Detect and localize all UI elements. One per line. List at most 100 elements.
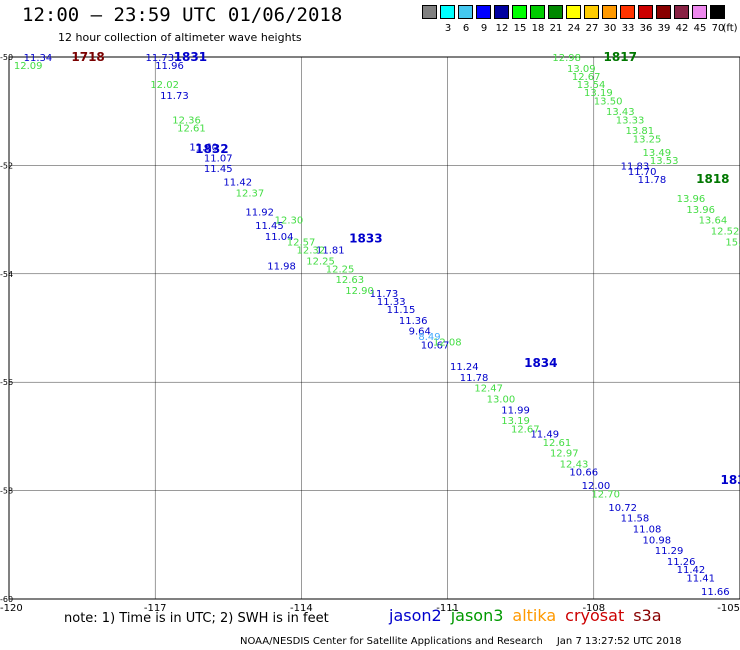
legend-swatch-label: 30 bbox=[603, 23, 617, 34]
legend-swatch bbox=[476, 5, 491, 19]
legend-swatch bbox=[494, 5, 509, 19]
x-tick-label: -114 bbox=[290, 603, 313, 614]
jason3-swh-label: 13.96 bbox=[677, 194, 706, 205]
x-tick-label: -105 bbox=[717, 603, 740, 614]
jason2-swh-label: 11.83 bbox=[621, 161, 650, 172]
legend-swatch-label: 12 bbox=[495, 23, 509, 34]
jason2-swh-label: 12.00 bbox=[582, 481, 611, 492]
legend-swatch-label: 15 bbox=[513, 23, 527, 34]
jason3-swh-label: 13.49 bbox=[643, 148, 672, 159]
jason2-swh-label: 11.26 bbox=[667, 557, 696, 568]
jason3-swh-label: 13.00 bbox=[487, 394, 516, 405]
jason2-swh-label: 11.98 bbox=[267, 262, 296, 273]
jason2-swh-label: 9.64 bbox=[409, 327, 431, 338]
jason2-swh-label: 10.98 bbox=[643, 535, 672, 546]
jason2-swh-label: 11.08 bbox=[633, 525, 662, 536]
jason2-swh-label: 11.29 bbox=[655, 546, 684, 557]
jason2-swh-label: 11.73 bbox=[370, 289, 399, 300]
jason2-swh-label: 11.60 bbox=[189, 142, 218, 153]
jason3-swh-label: 12.30 bbox=[275, 216, 304, 227]
jason3-swh-label: 15.53 bbox=[725, 237, 740, 248]
jason2-swh-label: 11.42 bbox=[677, 565, 706, 576]
jason3-swh-label: 12.32 bbox=[297, 245, 326, 256]
jason3-swh-label: 13.54 bbox=[577, 80, 606, 91]
legend-swatch bbox=[458, 5, 473, 19]
jason3-swh-label: 13.50 bbox=[594, 96, 623, 107]
jason3-swh-label: 13.43 bbox=[606, 107, 635, 118]
data-labels: 11.34 11.7311.9611.7311.6011.0711.4511.42… bbox=[14, 53, 740, 598]
jason3-swh-label: 13.81 bbox=[625, 126, 654, 137]
y-tick-label: -58 bbox=[0, 487, 13, 496]
legend-swatch bbox=[602, 5, 617, 19]
pass-time-label: 1835 bbox=[721, 473, 740, 487]
jason3-swh-label: 13.53 bbox=[650, 156, 679, 167]
jason3-swh-label: 12.61 bbox=[543, 438, 572, 449]
satellite-name: altika bbox=[512, 606, 557, 625]
jason2-swh-label: 11.99 bbox=[501, 405, 530, 416]
y-tick-label: -56 bbox=[0, 378, 13, 387]
jason3-swh-label: 12.36 bbox=[172, 115, 201, 126]
jason3-swh-label: 12.02 bbox=[150, 80, 179, 91]
jason3-swh-label: 12.57 bbox=[287, 237, 316, 248]
jason3-swh-label: 12.98 bbox=[552, 53, 581, 64]
source-credit: NOAA/NESDIS Center for Satellite Applica… bbox=[240, 636, 543, 647]
pass-time-label: 1718 bbox=[71, 50, 104, 64]
jason2-swh-label: 11.73 bbox=[160, 91, 189, 102]
legend-swatch bbox=[656, 5, 671, 19]
legend-swatch bbox=[530, 5, 545, 19]
jason2-swh-label: 11.34 bbox=[24, 53, 53, 64]
jason2-swh-label: 11.66 bbox=[701, 587, 730, 598]
legend-swatch bbox=[584, 5, 599, 19]
jason2-swh-label: 11.96 bbox=[155, 61, 184, 72]
footer: NOAA/NESDIS Center for Satellite Applica… bbox=[240, 636, 682, 647]
jason2-swh-label: 11.41 bbox=[686, 573, 715, 584]
satellite-legend: jason2 jason3 altika cryosat s3a bbox=[389, 606, 671, 625]
legend-swatch bbox=[710, 5, 725, 19]
legend-swatch bbox=[674, 5, 689, 19]
grid-lines bbox=[9, 57, 740, 599]
jason3-swh-label: 12.67 bbox=[511, 424, 540, 435]
y-tick-label: -54 bbox=[0, 270, 13, 279]
units-note: note: 1) Time is in UTC; 2) SWH is in fe… bbox=[64, 611, 329, 626]
jason2-swh-label: 10.72 bbox=[608, 503, 637, 514]
generation-timestamp: Jan 7 13:27:52 UTC 2018 bbox=[556, 636, 682, 647]
jason2-swh-label: 11.04 bbox=[265, 232, 294, 243]
legend-swatch bbox=[512, 5, 527, 19]
time-labels: 1718 1831 1832 1833 1834 1835 1817 1818 bbox=[71, 50, 740, 487]
jason3-swh-label: 12.08 bbox=[433, 338, 462, 349]
jason2-swh-label: 11.24 bbox=[450, 362, 479, 373]
jason2-swh-label: 11.81 bbox=[316, 245, 345, 256]
jason3-swh-label: 12.25 bbox=[326, 264, 355, 275]
jason3-swh-label: 12.43 bbox=[560, 460, 589, 471]
pass-time-label: 1833 bbox=[349, 232, 382, 246]
jason3-swh-label: 12.09 bbox=[14, 61, 43, 72]
jason3-swh-label: 13.33 bbox=[616, 115, 645, 126]
legend-swatch-label: 36 bbox=[639, 23, 653, 34]
pass-time-label: 1832 bbox=[195, 142, 228, 156]
jason3-swh-label: 13.96 bbox=[686, 205, 715, 216]
legend-swatch bbox=[422, 5, 437, 19]
jason3-swh-label: 12.63 bbox=[336, 275, 365, 286]
legend-swatch bbox=[440, 5, 455, 19]
jason2-swh-label: 11.58 bbox=[621, 514, 650, 525]
x-tick-label: -117 bbox=[144, 603, 167, 614]
y-tick-label: -60 bbox=[0, 595, 13, 604]
satellite-name: jason3 bbox=[450, 606, 504, 625]
jason3-swh-label: 12.90 bbox=[345, 286, 374, 297]
jason2-swh-label: 11.49 bbox=[530, 430, 559, 441]
jason2-swh-label: 10.67 bbox=[421, 340, 450, 351]
jason2-swh-label: 11.78 bbox=[638, 175, 667, 186]
jason3-swh-label: 12.47 bbox=[474, 384, 503, 395]
x-tick-label: -108 bbox=[582, 603, 605, 614]
jason3-swh-label: 12.25 bbox=[306, 256, 335, 267]
satellite-name: s3a bbox=[633, 606, 662, 625]
jason2-swh-label: 11.42 bbox=[223, 178, 252, 189]
legend-swatch-label: 27 bbox=[585, 23, 599, 34]
jason2-swh-label: 11.07 bbox=[204, 153, 233, 164]
jason3-swh-label: 13.19 bbox=[584, 88, 613, 99]
pass-time-label: 1818 bbox=[696, 172, 729, 186]
jason2-swh-label: 11.78 bbox=[460, 373, 489, 384]
y-tick-label: -50 bbox=[0, 53, 13, 62]
satellite-name: jason2 bbox=[389, 606, 442, 625]
